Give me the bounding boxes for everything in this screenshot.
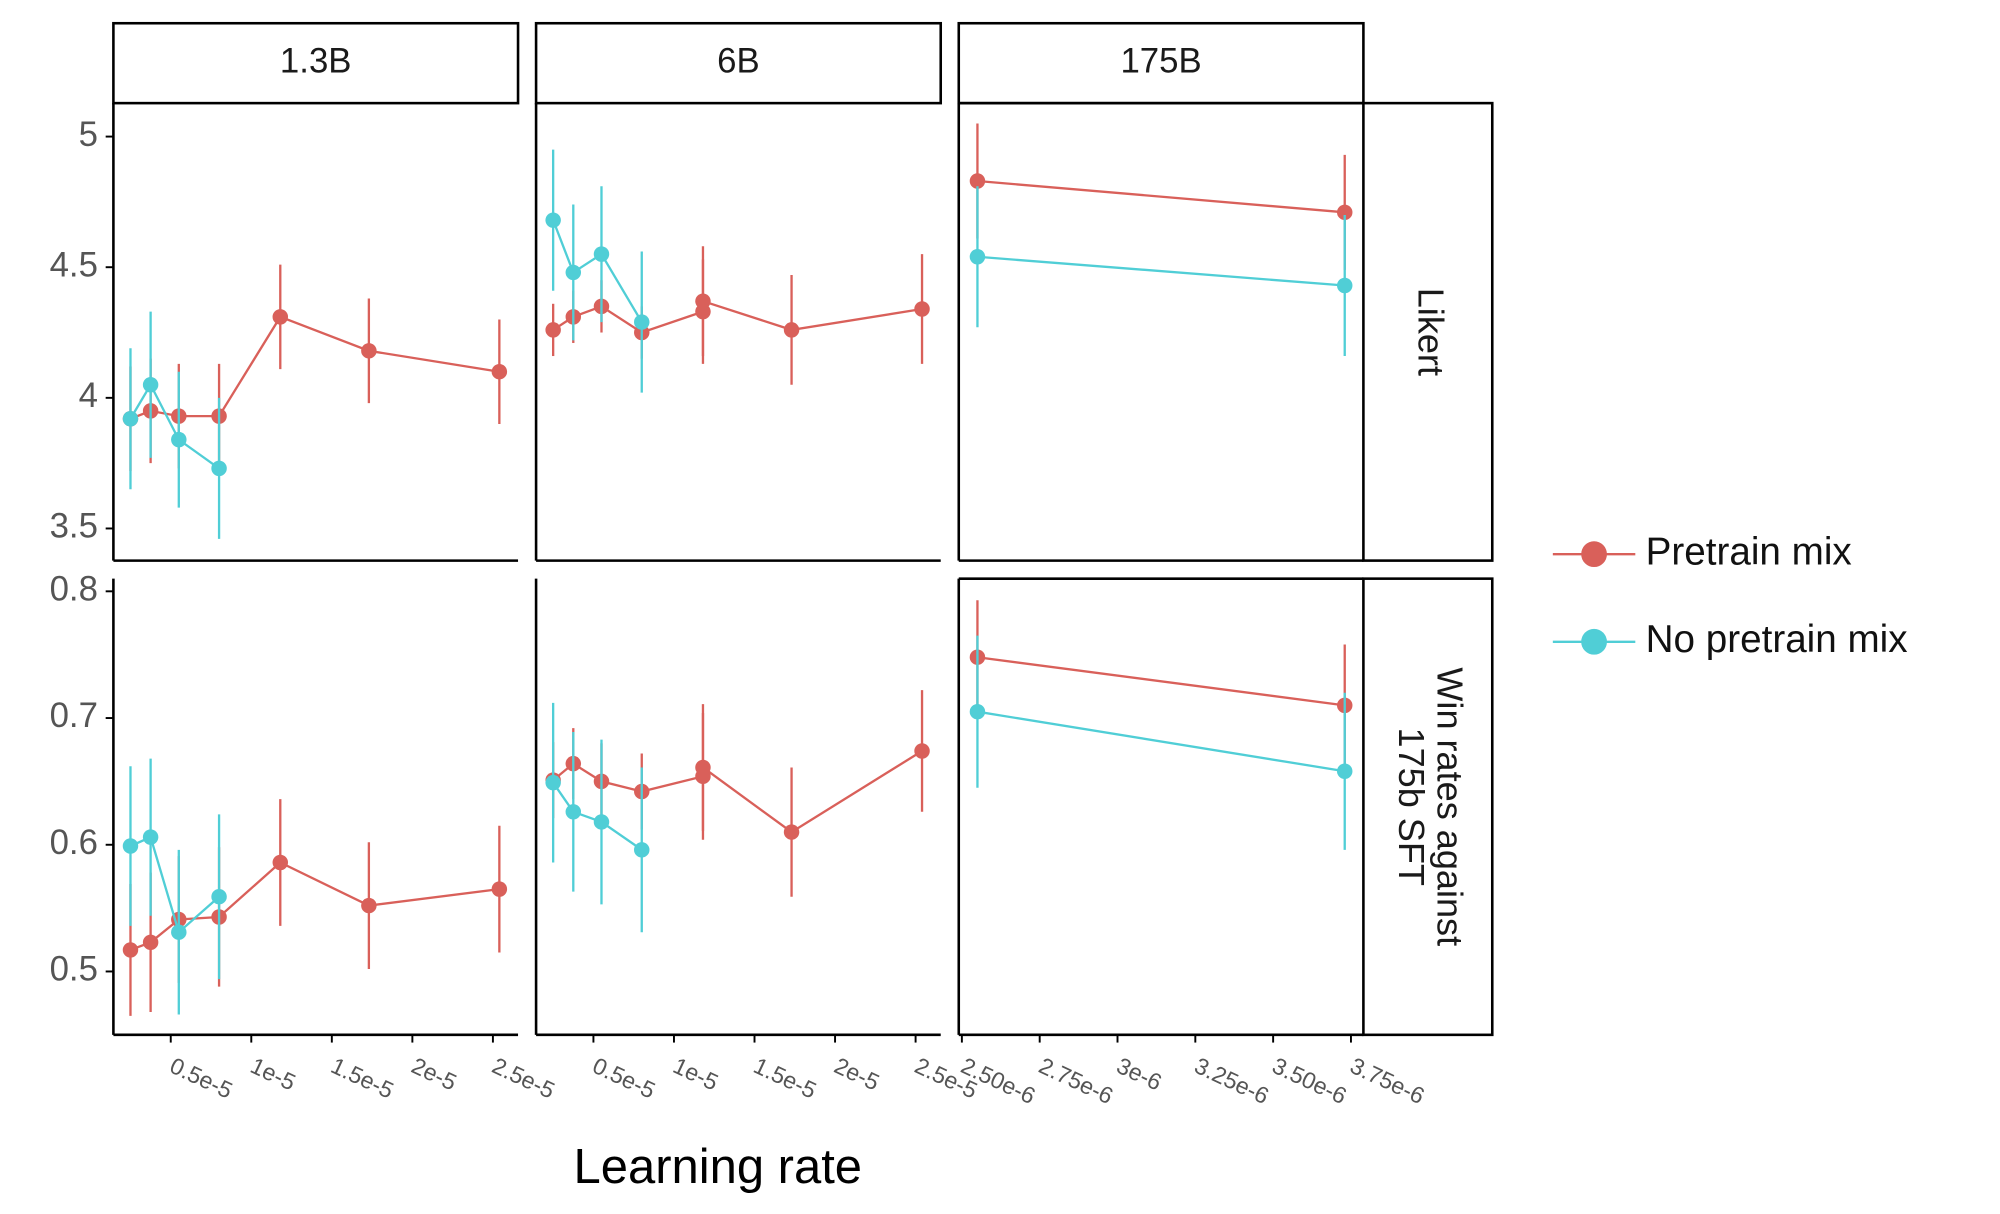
data-point: [171, 924, 187, 940]
y-tick-label: 4.5: [50, 246, 98, 284]
x-tick-label: 1e-5: [247, 1052, 300, 1095]
x-tick-label: 1.5e-5: [750, 1052, 821, 1103]
data-point: [565, 264, 582, 281]
facet-title: 6B: [717, 42, 760, 80]
data-point: [1336, 763, 1353, 779]
data-point: [969, 703, 986, 720]
x-axis-label: Learning rate: [574, 1140, 862, 1194]
data-point: [969, 173, 986, 189]
data-point: [1336, 277, 1353, 294]
data-point: [565, 804, 582, 820]
y-tick-label: 3.5: [50, 508, 98, 546]
data-point: [122, 411, 139, 427]
y-tick-label: 5: [79, 116, 98, 154]
x-tick-label: 1.5e-5: [327, 1052, 398, 1103]
data-point: [142, 934, 159, 951]
data-point: [211, 460, 227, 477]
x-tick-label: 2.75e-6: [1035, 1052, 1117, 1109]
y-tick-label: 0.5: [50, 951, 98, 989]
data-point: [634, 842, 650, 858]
facet-strip: [1362, 577, 1494, 1037]
x-tick-label: 3.75e-6: [1346, 1052, 1428, 1109]
data-point: [914, 743, 930, 759]
facet-row-title: 175b SFT: [1391, 728, 1432, 886]
data-point: [593, 814, 610, 830]
data-point: [969, 249, 986, 265]
data-point: [142, 377, 159, 393]
data-point: [491, 881, 508, 897]
x-tick-label: 2.5e-5: [488, 1052, 559, 1103]
y-tick-label: 0.7: [50, 697, 98, 735]
data-point: [211, 888, 227, 905]
x-tick-label: 3.50e-6: [1268, 1052, 1350, 1109]
series-line: [552, 782, 643, 851]
series-line: [130, 315, 500, 420]
facet-title: 1.3B: [280, 42, 352, 80]
series-line: [977, 255, 1345, 287]
facet-strip: [112, 21, 520, 105]
data-point: [272, 854, 289, 871]
x-tick-label: 1e-5: [669, 1052, 722, 1095]
data-point: [545, 322, 561, 338]
series-line: [552, 219, 643, 323]
data-point: [361, 897, 377, 914]
facet-row-title: Likert: [1410, 288, 1451, 376]
data-point: [171, 431, 187, 448]
data-point: [1336, 204, 1353, 221]
facet-title: 175B: [1120, 42, 1201, 80]
series-line: [130, 835, 220, 935]
facet-strip: [534, 21, 943, 105]
data-point: [361, 343, 377, 359]
x-tick-label: 2e-5: [408, 1052, 461, 1095]
data-point: [122, 942, 139, 958]
data-point: [142, 829, 159, 845]
x-tick-label: 0.5e-5: [166, 1052, 237, 1103]
series-line: [130, 861, 500, 952]
y-tick-label: 0.8: [50, 571, 98, 609]
x-tick-label: 2e-5: [830, 1052, 883, 1095]
data-point: [783, 824, 800, 840]
facet-strip: [1362, 101, 1494, 562]
data-point: [545, 774, 561, 791]
x-tick-label: 3.25e-6: [1191, 1052, 1273, 1109]
legend-label: No pretrain mix: [1646, 618, 1908, 661]
x-tick-label: 3e-6: [1113, 1052, 1166, 1095]
data-point: [695, 759, 711, 776]
series-line: [977, 656, 1345, 707]
y-tick-label: 4: [79, 377, 98, 415]
series-line: [977, 179, 1345, 214]
series-line: [977, 710, 1345, 773]
data-point: [695, 293, 711, 309]
data-point: [783, 322, 800, 338]
legend-marker: [1581, 541, 1607, 568]
data-point: [634, 314, 650, 330]
data-point: [272, 309, 289, 325]
data-point: [491, 363, 508, 380]
facet-row-title: Win rates against: [1430, 667, 1471, 946]
data-point: [914, 301, 930, 317]
facet-strip: [957, 21, 1365, 105]
series-line: [129, 382, 220, 470]
data-point: [545, 212, 561, 228]
legend-marker: [1581, 628, 1607, 655]
data-point: [122, 838, 139, 854]
y-tick-label: 0.6: [50, 824, 98, 862]
legend-label: Pretrain mix: [1646, 530, 1852, 573]
x-tick-label: 0.5e-5: [589, 1052, 660, 1103]
data-point: [593, 246, 610, 262]
